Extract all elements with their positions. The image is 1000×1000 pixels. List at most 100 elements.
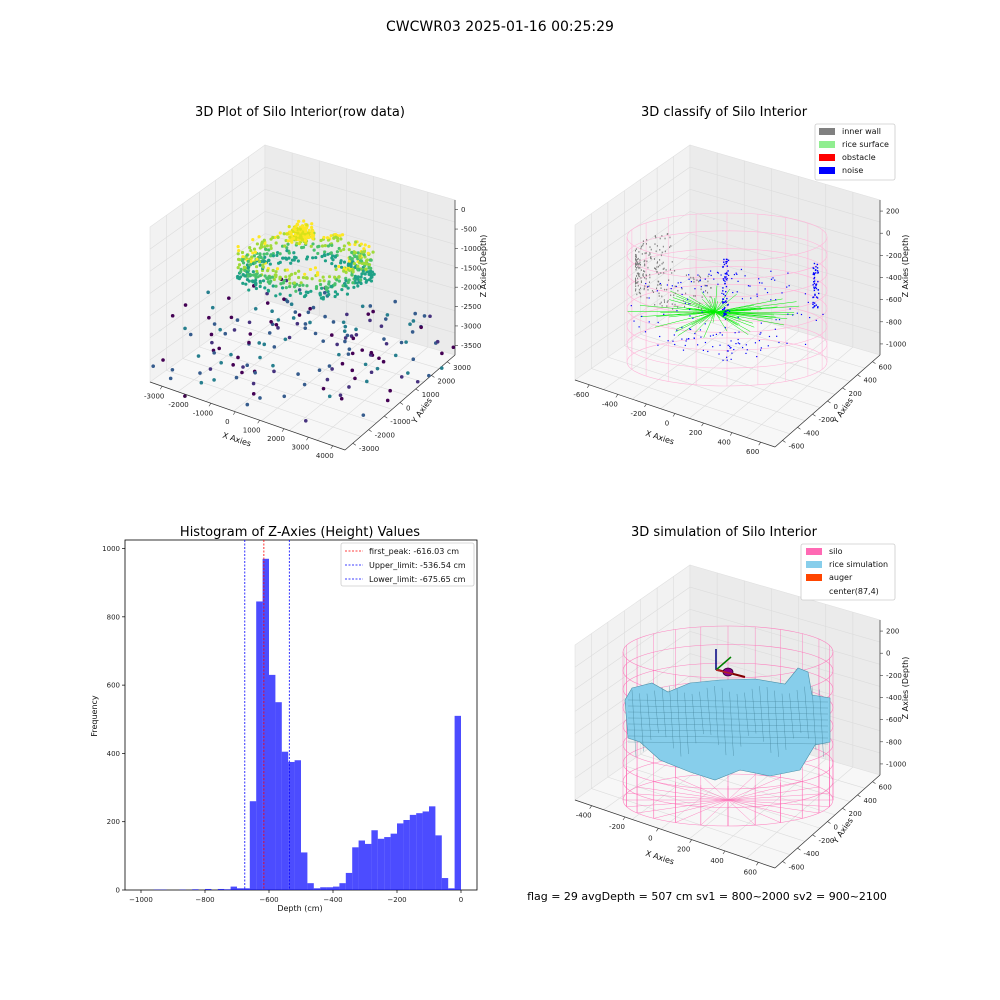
- noise-point: [723, 258, 725, 261]
- inner-wall-point: [663, 267, 665, 270]
- raw-point: [337, 279, 341, 283]
- raw-point: [271, 268, 275, 273]
- raw-point: [356, 284, 360, 288]
- inner-wall-point: [646, 296, 648, 299]
- x-tick: [306, 437, 309, 441]
- noise-point: [730, 358, 732, 360]
- noise-point: [726, 359, 728, 361]
- noise-point: [813, 289, 816, 292]
- raw-point: [258, 396, 262, 400]
- inner-wall-point: [659, 283, 661, 286]
- noise-point: [787, 272, 789, 274]
- inner-wall-point: [664, 250, 666, 253]
- raw-point: [296, 259, 300, 263]
- raw-point: [255, 242, 259, 246]
- legend-swatch-inner-wall: [819, 128, 835, 135]
- raw-point: [360, 304, 365, 309]
- inner-wall-point: [674, 269, 676, 272]
- noise-point: [681, 338, 683, 340]
- surface-mesh-line: [627, 711, 829, 715]
- raw-z-label: Z Axies (Depth): [479, 235, 488, 298]
- inner-wall-point: [706, 284, 708, 287]
- inner-wall-point: [656, 266, 658, 268]
- noise-point: [774, 328, 776, 330]
- histogram-y-tick-label: 1000: [102, 545, 120, 553]
- raw-point: [293, 310, 298, 314]
- rice-surface-ray: [714, 311, 741, 319]
- raw-point: [351, 281, 355, 285]
- inner-wall-point: [642, 244, 644, 247]
- histogram-bar: [256, 601, 263, 890]
- raw-point: [360, 272, 364, 276]
- inner-wall-point: [674, 292, 676, 295]
- inner-wall-point: [709, 305, 711, 308]
- raw-point: [371, 309, 375, 314]
- noise-point: [736, 273, 738, 275]
- raw-point: [365, 379, 369, 384]
- noise-point: [813, 280, 815, 283]
- noise-point: [728, 274, 730, 276]
- noise-point: [733, 348, 735, 351]
- noise-point: [708, 273, 710, 275]
- raw-point: [358, 254, 362, 258]
- inner-wall-point: [698, 275, 700, 278]
- noise-point: [717, 272, 719, 274]
- silo-floor-spoke: [727, 799, 830, 807]
- inner-wall-point: [636, 258, 638, 261]
- surface-mesh-line: [789, 693, 794, 739]
- x-tick-label: 400: [717, 439, 730, 447]
- legend-swatch-auger: [806, 574, 822, 581]
- raw-point: [287, 225, 291, 229]
- histogram-bar: [288, 761, 295, 890]
- raw-point: [320, 254, 324, 259]
- noise-point: [704, 278, 706, 280]
- inner-wall-point: [635, 288, 637, 290]
- raw-point: [327, 282, 331, 286]
- noise-point: [682, 349, 685, 351]
- raw-point: [318, 282, 323, 287]
- y-tick: [368, 429, 372, 432]
- raw-point: [262, 252, 266, 256]
- raw-point: [249, 263, 253, 267]
- raw-point: [286, 242, 290, 246]
- x-tick-label: -200: [609, 823, 625, 831]
- inner-wall-point: [635, 277, 637, 280]
- inner-wall-point: [710, 287, 712, 289]
- raw-point: [404, 340, 408, 344]
- raw-point: [343, 339, 347, 344]
- raw-point: [247, 320, 252, 325]
- raw-point: [339, 249, 343, 253]
- noise-point: [778, 341, 780, 344]
- raw-point: [326, 286, 330, 290]
- inner-wall-point: [649, 273, 651, 276]
- inner-wall-point: [654, 235, 656, 238]
- rice-surface-ray: [702, 298, 716, 313]
- inner-wall-point: [635, 248, 637, 250]
- raw-point: [255, 257, 259, 261]
- inner-wall-point: [635, 258, 637, 260]
- raw-point: [353, 242, 357, 247]
- noise-point: [700, 336, 702, 338]
- raw-point: [259, 255, 263, 260]
- raw-point: [322, 279, 326, 283]
- raw-point: [360, 261, 364, 265]
- noise-point: [731, 352, 733, 354]
- noise-point: [674, 343, 676, 346]
- inner-wall-point: [643, 287, 645, 290]
- histogram-y-label: Frequency: [90, 695, 99, 737]
- y-tick-label: -400: [804, 429, 820, 437]
- raw-point: [236, 274, 240, 279]
- noise-point: [813, 286, 815, 288]
- surface-mesh-line: [684, 692, 689, 755]
- histogram-bar: [333, 886, 340, 890]
- noise-point: [804, 293, 806, 295]
- noise-point: [815, 319, 817, 321]
- y-tick-label: -200: [819, 837, 835, 845]
- raw-point: [198, 371, 202, 375]
- z-tick-label: -600: [886, 716, 902, 724]
- noise-point: [724, 277, 726, 279]
- raw-point: [196, 354, 201, 358]
- raw-point: [368, 318, 372, 323]
- noise-point: [815, 283, 817, 286]
- raw-point: [383, 317, 388, 321]
